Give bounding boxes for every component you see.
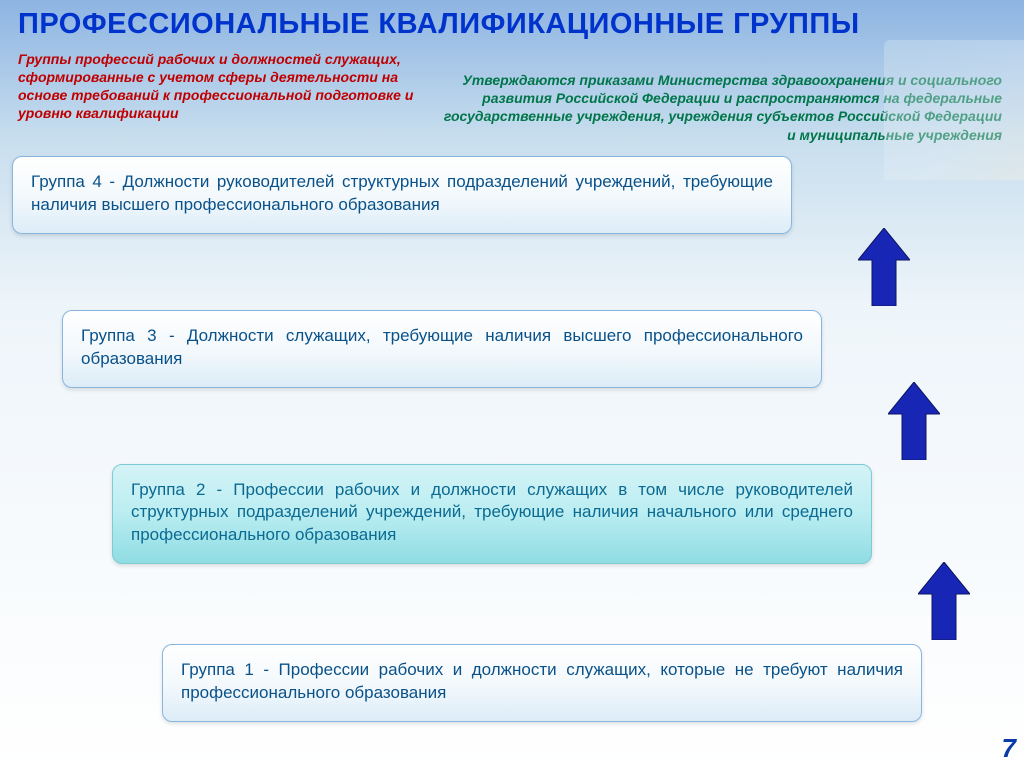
up-arrow-icon: [918, 562, 970, 640]
page-number: 7: [1002, 733, 1016, 764]
group-2-box: Группа 2 - Профессии рабочих и должности…: [112, 464, 872, 565]
up-arrow-icon: [858, 228, 910, 306]
up-arrow-icon: [888, 382, 940, 460]
subtitle-left: Группы профессий рабочих и должностей сл…: [18, 51, 418, 144]
groups-ladder: Группа 4 - Должности руководителей струк…: [0, 148, 1024, 722]
group-4-box: Группа 4 - Должности руководителей струк…: [12, 156, 792, 234]
slide-title: ПРОФЕССИОНАЛЬНЫЕ КВАЛИФИКАЦИОННЫЕ ГРУППЫ: [0, 0, 1024, 47]
subtitle-row: Группы профессий рабочих и должностей сл…: [0, 47, 1024, 148]
group-1-box: Группа 1 - Профессии рабочих и должности…: [162, 644, 922, 722]
group-3-box: Группа 3 - Должности служащих, требующие…: [62, 310, 822, 388]
